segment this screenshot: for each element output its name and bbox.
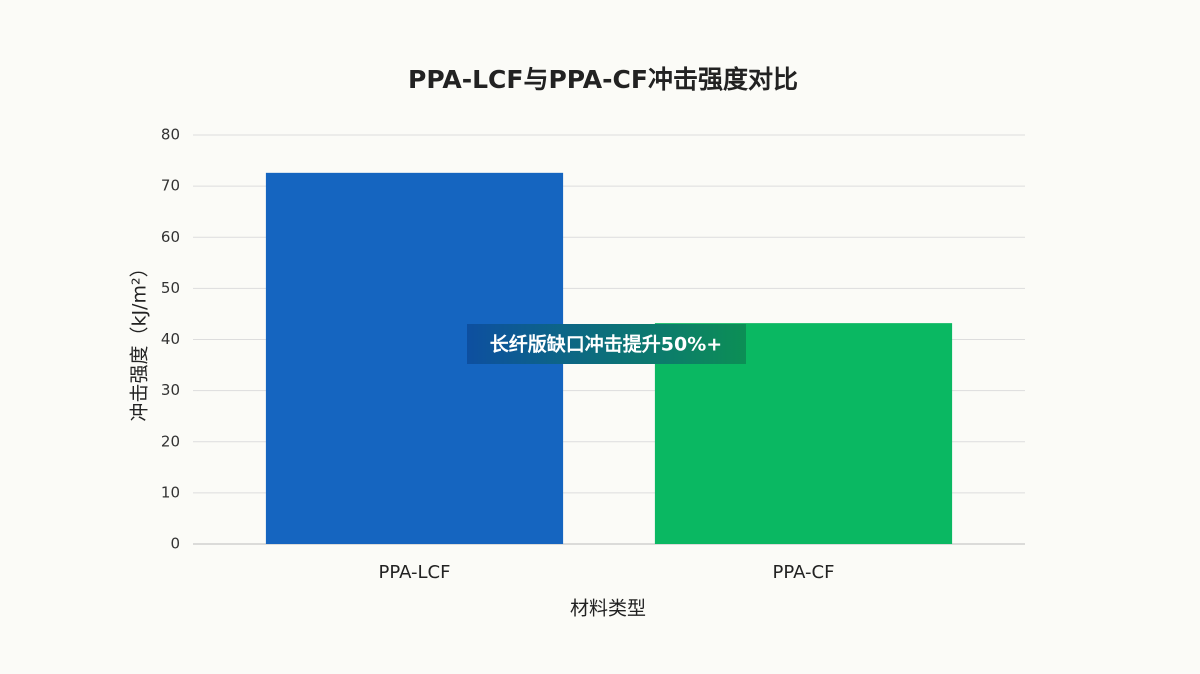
y-tick-label: 50 [161, 279, 180, 297]
grid: 0 10 20 30 40 50 60 70 80 [161, 126, 1025, 553]
y-tick-label: 10 [161, 483, 180, 501]
annotation-box [467, 324, 746, 364]
y-axis-title: 冲击强度（kJ/m²） [129, 258, 151, 421]
x-axis-title: 材料类型 [570, 598, 646, 620]
x-tick-label: PPA-LCF [379, 562, 451, 583]
y-tick-label: 30 [161, 381, 180, 399]
y-tick-label: 70 [161, 177, 180, 195]
y-tick-label: 40 [161, 330, 180, 348]
y-tick-label: 20 [161, 432, 180, 450]
annotation: 长纤版缺口冲击提升50%+ [490, 333, 722, 356]
chart-title: PPA-LCF与PPA-CF冲击强度对比 [408, 65, 798, 94]
y-tick-label: 60 [161, 228, 180, 246]
y-tick-label: 0 [170, 535, 180, 553]
x-tick-label: PPA-CF [773, 562, 835, 583]
y-tick-label: 80 [161, 126, 180, 144]
